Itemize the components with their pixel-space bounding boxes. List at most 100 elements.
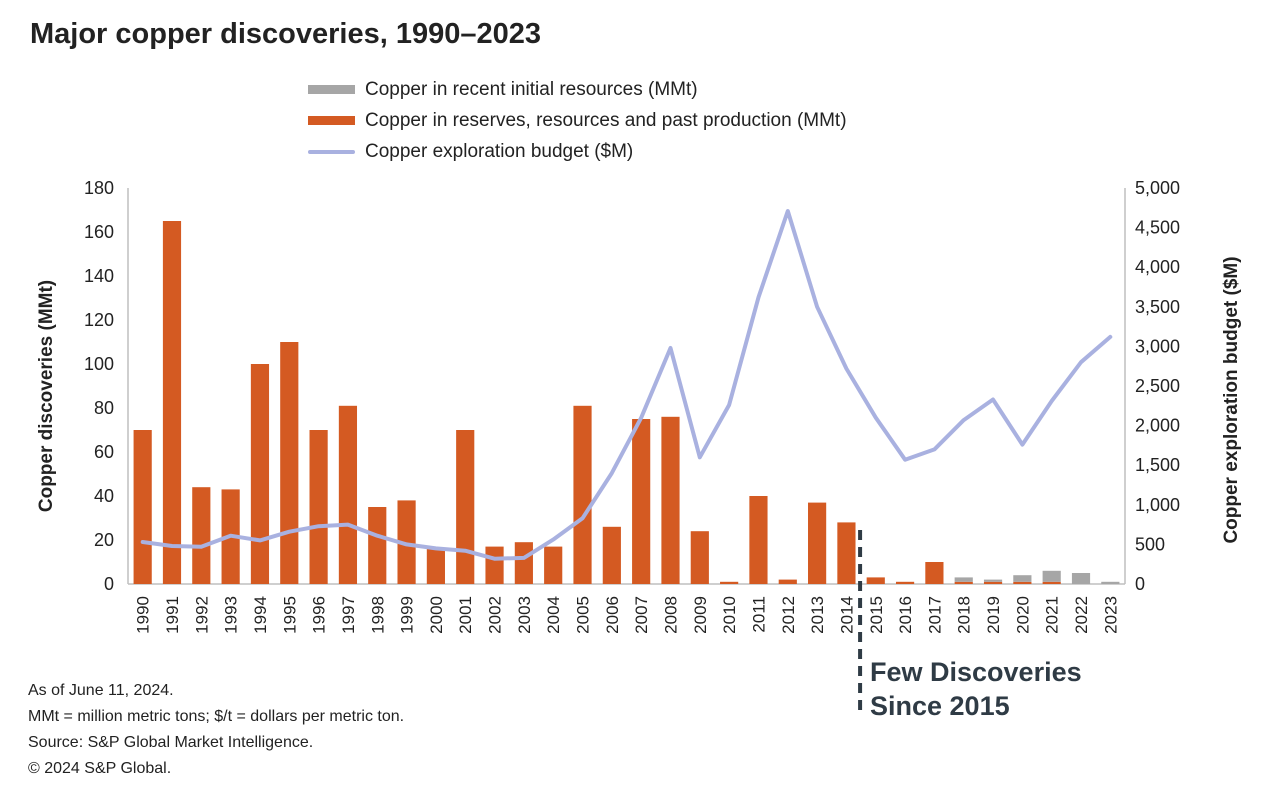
bar-reserves: [456, 430, 475, 584]
y-tick-label-left: 160: [84, 222, 114, 242]
bar-reserves: [1013, 581, 1032, 584]
y-tick-label-left: 60: [94, 442, 114, 462]
legend-item-reserves-resources: Copper in reserves, resources and past p…: [308, 105, 847, 136]
x-tick-label: 1990: [134, 596, 153, 634]
y-tick-label-right: 4,000: [1135, 257, 1180, 277]
bar-reserves: [309, 430, 328, 584]
bar-reserves: [162, 221, 182, 584]
x-tick-label: 1991: [163, 596, 182, 634]
y-tick-label-left: 0: [104, 574, 114, 594]
x-tick-label: 1998: [368, 596, 387, 634]
legend-swatch-initial-resources: [308, 85, 355, 94]
x-tick-label: 1992: [192, 596, 211, 634]
y-tick-label-left: 120: [84, 310, 114, 330]
y-tick-label-right: 2,500: [1135, 376, 1180, 396]
x-tick-label: 2007: [632, 596, 651, 634]
bar-reserves: [983, 581, 1003, 584]
footnote-source: Source: S&P Global Market Intelligence.: [28, 734, 314, 751]
bar-reserves: [544, 546, 563, 584]
y-tick-label-right: 500: [1135, 534, 1165, 554]
x-tick-label: 2013: [808, 596, 827, 634]
x-tick-label: 1997: [339, 596, 358, 634]
y-tick-label-right: 3,500: [1135, 297, 1180, 317]
bar-reserves: [778, 579, 797, 584]
annotation-callout: Few Discoveries Since 2015: [870, 655, 1082, 723]
y-tick-label-left: 140: [84, 266, 114, 286]
bar-reserves: [573, 405, 592, 584]
bar-reserves: [280, 342, 299, 584]
footnote-copyright: © 2024 S&P Global.: [28, 760, 172, 777]
y-tick-label-right: 5,000: [1135, 178, 1180, 198]
bar-reserves: [661, 416, 680, 584]
annotation-line-1: Few Discoveries: [870, 657, 1082, 687]
x-tick-label: 2010: [720, 596, 739, 634]
x-tick-label: 2022: [1072, 596, 1091, 634]
x-tick-label: 1999: [398, 596, 417, 634]
x-tick-label: 2006: [603, 596, 622, 634]
x-tick-label: 2015: [867, 596, 886, 634]
bar-reserves: [426, 548, 445, 584]
x-tick-label: 2021: [1043, 596, 1062, 634]
bar-reserves: [895, 581, 915, 584]
bar-reserves: [602, 526, 621, 584]
y-tick-label-left: 180: [84, 178, 114, 198]
bar-reserves: [192, 487, 211, 584]
x-tick-label: 2017: [925, 596, 944, 634]
y-tick-label-right: 0: [1135, 574, 1145, 594]
y-tick-label-right: 1,500: [1135, 455, 1180, 475]
bar-reserves: [808, 502, 827, 584]
x-tick-label: 2012: [779, 596, 798, 634]
x-tick-label: 2003: [515, 596, 534, 634]
bar-reserves: [925, 562, 944, 584]
bar-reserves: [338, 405, 358, 584]
legend-item-initial-resources: Copper in recent initial resources (MMt): [308, 74, 847, 105]
line-exploration-budget: [140, 209, 1113, 561]
y-tick-label-right: 2,000: [1135, 416, 1180, 436]
y-axis-title-left: Copper discoveries (MMt): [36, 280, 57, 512]
bar-reserves: [485, 546, 504, 584]
bar-reserves: [514, 542, 533, 584]
bar-reserves: [1042, 581, 1061, 584]
bar-reserves: [250, 364, 270, 584]
x-tick-label: 1993: [222, 596, 241, 634]
y-tick-label-right: 1,000: [1135, 495, 1180, 515]
bar-initial-resources: [1071, 573, 1091, 584]
y-tick-label-left: 20: [94, 530, 114, 550]
x-tick-label: 2020: [1013, 596, 1032, 634]
bar-reserves: [690, 531, 709, 584]
annotation-line-2: Since 2015: [870, 691, 1010, 721]
y-tick-label-left: 100: [84, 354, 114, 374]
x-tick-label: 2004: [544, 596, 563, 634]
x-tick-label: 2002: [486, 596, 505, 634]
legend-label-exploration-budget: Copper exploration budget ($M): [365, 140, 634, 162]
bar-reserves: [866, 577, 885, 584]
legend-swatch-exploration-budget: [308, 149, 355, 154]
x-tick-label: 2016: [896, 596, 915, 634]
bar-reserves: [749, 496, 768, 584]
bar-reserves: [368, 507, 387, 584]
x-tick-label: 2014: [837, 596, 856, 634]
y-tick-label-right: 4,500: [1135, 218, 1180, 238]
x-tick-label: 2009: [691, 596, 710, 634]
x-tick-label: 1996: [310, 596, 329, 634]
x-tick-label: 2019: [984, 596, 1003, 634]
x-tick-label: 2000: [427, 596, 446, 634]
bar-reserves: [720, 581, 739, 584]
bar-reserves: [837, 522, 856, 584]
bar-reserves: [954, 581, 973, 584]
x-tick-label: 2011: [749, 596, 768, 633]
x-tick-label: 1995: [280, 596, 299, 634]
bar-initial-resources: [1101, 581, 1120, 584]
legend-label-initial-resources: Copper in recent initial resources (MMt): [365, 78, 698, 100]
footnotes: As of June 11, 2024. MMt = million metri…: [28, 678, 404, 782]
y-tick-label-left: 80: [94, 398, 114, 418]
bar-reserves: [397, 500, 416, 584]
bar-initial-resources: [1013, 575, 1032, 582]
chart-title: Major copper discoveries, 1990–2023: [30, 18, 542, 50]
y-axis-title-right: Copper exploration budget ($M): [1221, 256, 1242, 543]
legend-label-reserves-resources: Copper in reserves, resources and past p…: [365, 109, 847, 131]
x-tick-label: 2018: [955, 596, 974, 634]
x-tick-label: 1994: [251, 596, 270, 634]
footnote-date: As of June 11, 2024.: [28, 682, 174, 699]
